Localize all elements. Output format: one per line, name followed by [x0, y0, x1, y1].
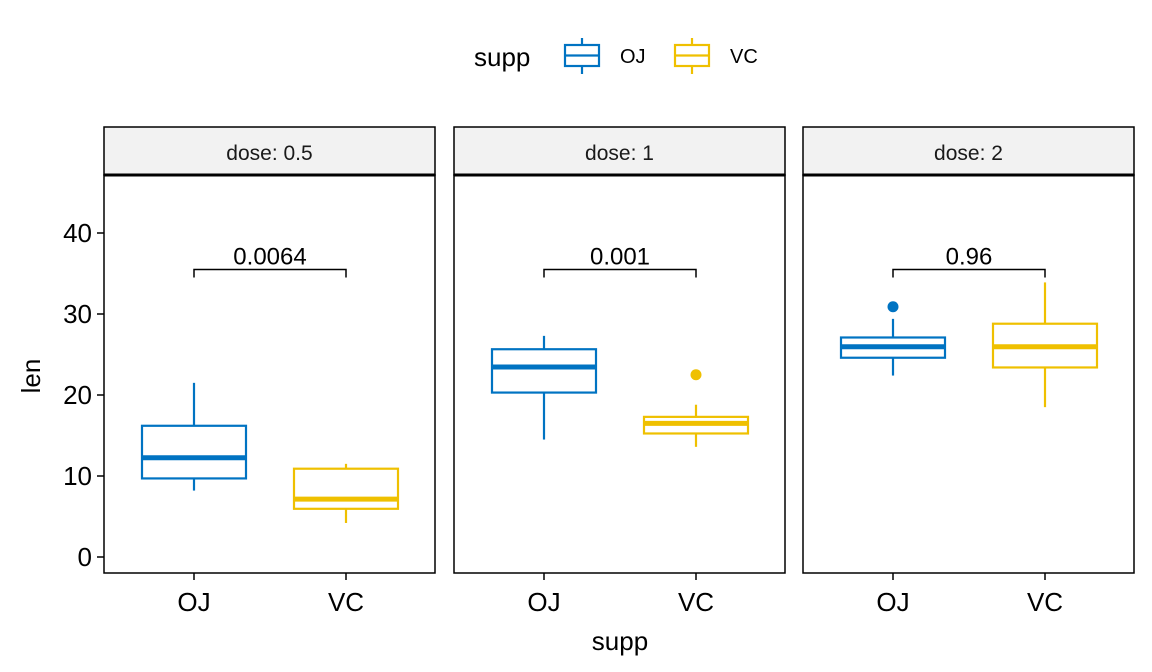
- x-tick-label: VC: [1027, 587, 1063, 617]
- x-tick-label: OJ: [527, 587, 560, 617]
- p-value-label: 0.0064: [233, 243, 306, 270]
- legend: supp OJ VC: [474, 38, 758, 74]
- x-axis-title: supp: [592, 626, 648, 656]
- y-tick-label: 40: [63, 218, 92, 248]
- facet-strip: [453, 126, 786, 176]
- legend-item-vc: VC: [673, 38, 758, 74]
- y-tick-label: 20: [63, 380, 92, 410]
- bracket-line: [892, 268, 1046, 278]
- y-tick-label: 30: [63, 299, 92, 329]
- boxplot-oj: [490, 335, 598, 440]
- panel-border: [103, 174, 436, 574]
- facet-strip-label: dose: 2: [934, 142, 1003, 165]
- box-iqr: [490, 348, 598, 394]
- outlier-point: [887, 301, 899, 313]
- y-axis-title: len: [16, 359, 46, 394]
- x-tick-label: OJ: [177, 587, 210, 617]
- facet-panel-3: dose: 2 0.96 OJ VC: [802, 126, 1135, 617]
- facet-panel-1: dose: 0.5 0.0064 OJ VC: [103, 126, 436, 617]
- x-tick-label: OJ: [876, 587, 909, 617]
- x-tick-label: VC: [328, 587, 364, 617]
- p-value-label: 0.96: [946, 243, 993, 270]
- significance-bracket: 0.001: [543, 243, 697, 278]
- facet-strip: [103, 126, 436, 176]
- boxplot-oj: [140, 382, 248, 491]
- facet-panel-2: dose: 1 0.001 OJ VC: [453, 126, 786, 617]
- legend-title: supp: [474, 42, 530, 72]
- bracket-line: [543, 268, 697, 278]
- boxplot-vc: [292, 463, 400, 523]
- bracket-line: [193, 268, 347, 278]
- facet-strip-label: dose: 0.5: [226, 142, 312, 165]
- y-tick-label: 0: [78, 542, 92, 572]
- box-iqr: [140, 424, 248, 480]
- significance-bracket: 0.96: [892, 243, 1046, 278]
- x-tick-label: VC: [678, 587, 714, 617]
- outlier-point: [690, 369, 702, 381]
- boxplot-vc: [991, 282, 1099, 408]
- legend-label-oj: OJ: [620, 46, 646, 68]
- boxplot-vc: [642, 369, 750, 447]
- facet-strip-label: dose: 1: [585, 142, 654, 165]
- significance-bracket: 0.0064: [193, 243, 347, 278]
- legend-item-oj: OJ: [563, 38, 646, 74]
- panel-border: [802, 174, 1135, 574]
- panel-border: [453, 174, 786, 574]
- boxplot-oj: [839, 301, 947, 376]
- y-axis: 0 10 20 30 40: [63, 218, 104, 572]
- p-value-label: 0.001: [590, 243, 650, 270]
- box-iqr: [292, 467, 400, 510]
- y-tick-label: 10: [63, 461, 92, 491]
- legend-label-vc: VC: [730, 46, 758, 68]
